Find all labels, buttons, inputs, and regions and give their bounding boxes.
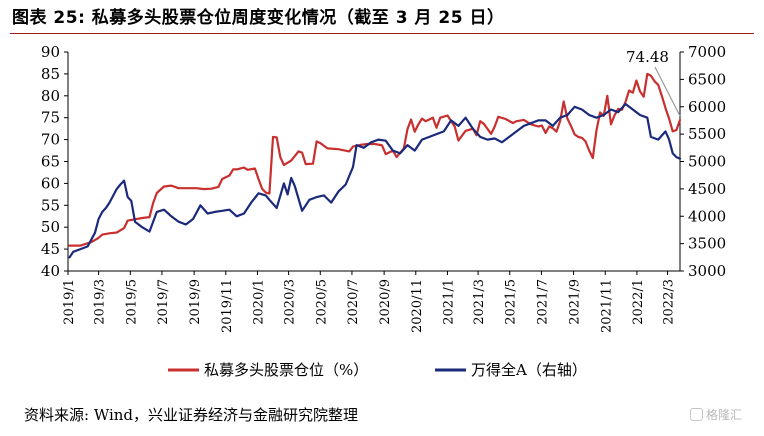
chart-axes — [67, 52, 681, 272]
series-line-1 — [68, 72, 682, 247]
figure-title: 图表 25: 私募多头股票仓位周度变化情况（截至 3 月 25 日） — [12, 8, 505, 28]
title-rule — [10, 33, 754, 34]
right-tick-label: 6500 — [688, 70, 726, 88]
right-axis-ticks: 3000 3500 4000 4500 5000 5500 6000 6500 7000 — [680, 43, 726, 280]
left-tick-label: 80 — [41, 87, 60, 105]
watermark: 格隆汇 — [690, 406, 742, 423]
left-tick-label: 45 — [41, 240, 60, 258]
x-tick-label: 2020/1 — [251, 279, 266, 325]
right-tick-label: 4000 — [688, 207, 726, 225]
x-tick-label: 2021/3 — [472, 279, 487, 325]
left-tick-label: 75 — [41, 109, 60, 127]
chart-legend: 私募多头股票仓位（%） 万得全A（右轴） — [168, 361, 587, 379]
legend-label-2: 万得全A（右轴） — [471, 361, 587, 379]
x-tick-label: 2020/7 — [346, 279, 361, 325]
annotation-layer: 74.48 — [626, 48, 681, 117]
right-tick-label: 6000 — [688, 98, 726, 116]
x-tick-label: 2021/7 — [535, 279, 550, 325]
x-tick-label: 2020/3 — [283, 279, 298, 325]
left-tick-label: 85 — [41, 65, 60, 83]
x-tick-label: 2020/9 — [378, 279, 393, 325]
x-tick-label: 2021/9 — [568, 279, 583, 325]
right-tick-label: 4500 — [688, 180, 726, 198]
watermark-text: 格隆汇 — [706, 408, 743, 422]
left-axis-ticks: 40 45 50 55 60 65 70 75 80 85 90 — [41, 43, 68, 280]
x-tick-label: 2019/5 — [124, 279, 139, 325]
right-tick-label: 5500 — [688, 125, 726, 143]
right-tick-label: 5000 — [688, 153, 726, 171]
left-tick-label: 65 — [41, 153, 60, 171]
right-tick-label: 3000 — [688, 262, 726, 280]
x-tick-label: 2019/1 — [62, 279, 77, 325]
left-tick-label: 90 — [41, 43, 60, 61]
x-tick-label: 2019/11 — [220, 279, 235, 333]
watermark-logo-icon — [690, 408, 703, 421]
x-tick-label: 2022/1 — [631, 279, 646, 325]
x-tick-label: 2021/1 — [441, 279, 456, 325]
series-layer — [68, 72, 682, 259]
x-tick-label: 2019/9 — [188, 279, 203, 325]
left-tick-label: 70 — [41, 131, 60, 149]
left-tick-label: 50 — [41, 218, 60, 236]
x-tick-label: 2019/3 — [93, 279, 108, 325]
source-note: 资料来源: Wind，兴业证券经济与金融研究院整理 — [24, 406, 359, 424]
x-tick-label: 2021/11 — [599, 279, 614, 333]
left-tick-label: 55 — [41, 196, 60, 214]
x-tick-label: 2020/11 — [410, 279, 425, 333]
x-tick-label: 2020/5 — [314, 279, 329, 325]
legend-label-1: 私募多头股票仓位（%） — [204, 361, 368, 379]
left-tick-label: 40 — [41, 262, 60, 280]
annotation-leader-line — [654, 66, 681, 117]
x-axis-ticks: 2019/1 2019/3 2019/5 2019/7 2019/9 2019/11 202… — [62, 271, 677, 333]
left-tick-label: 60 — [41, 174, 60, 192]
x-tick-label: 2022/3 — [662, 279, 677, 325]
series-line-2 — [68, 102, 682, 259]
right-tick-label: 3500 — [688, 235, 726, 253]
x-tick-label: 2021/5 — [504, 279, 519, 325]
annotation-label: 74.48 — [626, 48, 669, 66]
x-tick-label: 2019/7 — [156, 279, 171, 325]
right-tick-label: 7000 — [688, 43, 726, 61]
